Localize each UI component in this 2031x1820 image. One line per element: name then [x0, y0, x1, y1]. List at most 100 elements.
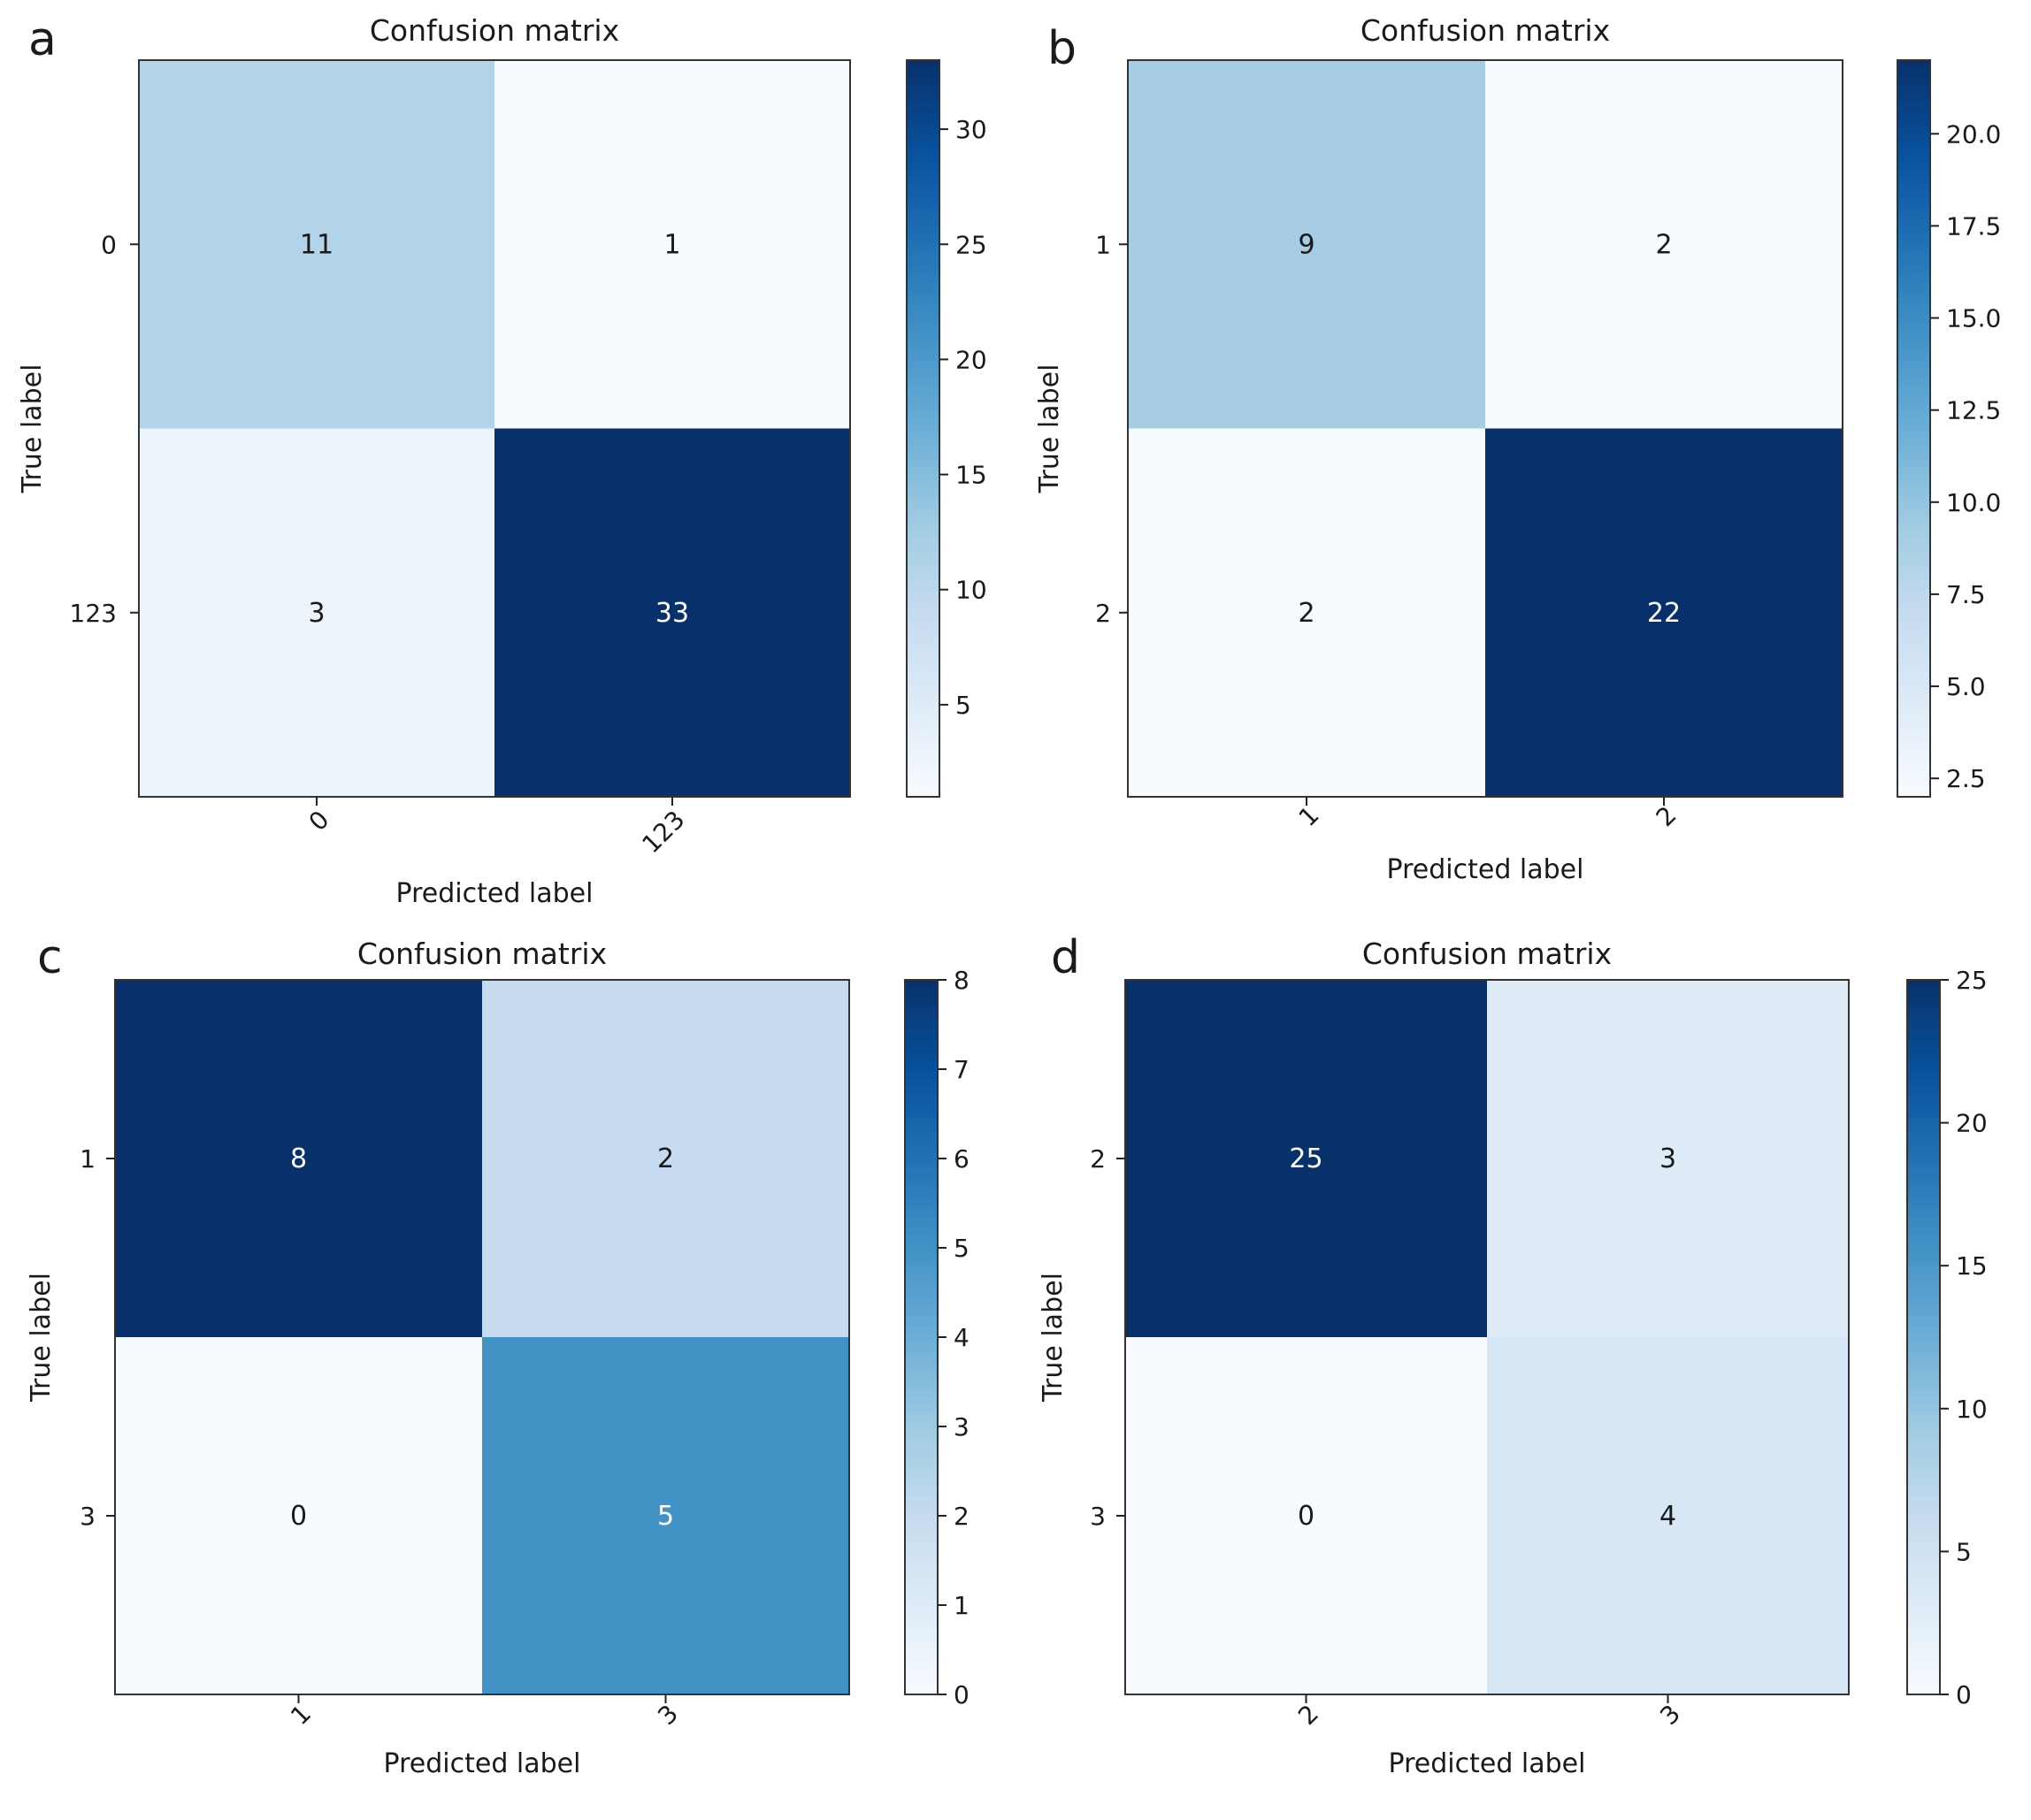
heatmap-cell-0-0	[1125, 980, 1487, 1337]
panel-letter: d	[1051, 931, 1080, 984]
y-axis-label: True label	[26, 1273, 57, 1403]
cell-value-0-0: 11	[300, 229, 333, 260]
colorbar-tick-label-5: 30	[955, 115, 987, 144]
heatmap-cell-1-1	[1487, 1337, 1849, 1694]
y-tick-label-1: 2	[1095, 599, 1111, 628]
cell-value-1-1: 5	[657, 1501, 674, 1532]
x-tick-label-0: 0	[303, 805, 335, 837]
y-tick-label-1: 123	[70, 599, 117, 628]
heatmap-cell-0-1	[1485, 60, 1843, 429]
colorbar-ticks: 2.5 5.0 7.5 10.0 12.5 15.0 17.5 20.0	[1930, 119, 2001, 793]
cell-value-1-0: 0	[1298, 1501, 1314, 1532]
x-axis-label: Predicted label	[1389, 1748, 1586, 1779]
y-axis-label: True label	[1038, 1273, 1069, 1403]
colorbar-tick-label-2: 10	[1956, 1395, 1988, 1424]
x-axis-label: Predicted label	[384, 1748, 581, 1779]
panel-letter: b	[1047, 22, 1077, 75]
colorbar-tick-label-5: 25	[1956, 966, 1988, 995]
colorbar-ticks: 5 10 15 20 25 30	[939, 115, 987, 720]
panel-d: d Confusion matrix 25 3 0 4 2 3 2 3 Predicted labe…	[1016, 923, 2031, 1820]
colorbar-tick-label-8: 8	[954, 966, 970, 995]
heatmap-cell-1-0	[1128, 428, 1485, 797]
x-tick-label-0: 1	[1293, 800, 1325, 832]
y-tick-label-0: 0	[101, 230, 117, 259]
colorbar-tick-label-0: 2.5	[1946, 764, 1986, 793]
y-axis-ticks: 12	[1095, 230, 1128, 628]
panel-a: a Confusion matrix 11 1 3 33 0 123 0 123 Predicted…	[0, 0, 1016, 909]
x-tick-label-1: 123	[636, 805, 690, 859]
heatmap-cells	[1128, 60, 1843, 797]
plot-frame	[138, 59, 851, 798]
colorbar-tick-label-3: 3	[954, 1412, 970, 1441]
colorbar-tick-label-5: 15.0	[1946, 304, 2001, 333]
chart-title: Confusion matrix	[1360, 13, 1610, 48]
y-axis-label: True label	[1034, 364, 1065, 494]
colorbar-tick-label-6: 17.5	[1946, 211, 2001, 241]
cell-value-1-0: 3	[308, 598, 325, 629]
x-axis-label: Predicted label	[396, 878, 594, 909]
cell-value-0-1: 2	[657, 1143, 674, 1174]
y-tick-label-0: 1	[80, 1144, 96, 1174]
colorbar-tick-label-2: 2	[954, 1502, 970, 1531]
colorbar-tick-label-2: 7.5	[1946, 580, 1986, 609]
chart-title: Confusion matrix	[370, 13, 619, 48]
cell-value-0-0: 8	[290, 1143, 307, 1174]
cell-value-0-0: 25	[1289, 1143, 1322, 1174]
colorbar-tick-label-1: 5.0	[1946, 672, 1986, 701]
cell-value-0-1: 2	[1655, 229, 1672, 260]
x-tick-label-0: 1	[285, 1699, 317, 1731]
heatmap-cell-0-0	[115, 980, 482, 1337]
colorbar-ticks: 0 1 2 3 4 5 6 7 8	[938, 966, 970, 1709]
heatmap-cell-0-0	[139, 60, 494, 429]
cell-value-labels: 11 13 33	[300, 229, 689, 629]
colorbar	[1906, 979, 1941, 1695]
heatmap-cells	[1125, 980, 1849, 1694]
x-axis-label: Predicted label	[1387, 854, 1584, 885]
y-tick-label-0: 2	[1090, 1144, 1106, 1174]
colorbar-tick-label-3: 15	[1956, 1251, 1988, 1281]
colorbar-tick-label-6: 6	[954, 1144, 970, 1174]
colorbar-tick-label-0: 0	[1956, 1680, 1972, 1709]
y-tick-label-1: 3	[80, 1502, 96, 1531]
cell-value-1-0: 2	[1298, 598, 1314, 629]
colorbar-tick-label-3: 10.0	[1946, 488, 2001, 517]
plot-frame	[1127, 59, 1843, 798]
cell-value-0-1: 1	[663, 229, 680, 260]
y-tick-label-0: 1	[1095, 230, 1111, 259]
heatmap-cells	[139, 60, 850, 797]
y-tick-label-1: 3	[1090, 1502, 1106, 1531]
colorbar-tick-label-0: 0	[954, 1680, 970, 1709]
y-axis-ticks: 13	[80, 1144, 115, 1531]
colorbar-tick-label-1: 5	[1956, 1537, 1972, 1566]
colorbar-tick-label-1: 1	[954, 1591, 970, 1620]
y-axis-ticks: 23	[1090, 1144, 1125, 1531]
cell-value-labels: 9 22 22	[1298, 229, 1681, 629]
cell-value-0-1: 3	[1659, 1143, 1676, 1174]
colorbar-tick-label-4: 25	[955, 230, 987, 259]
chart-title: Confusion matrix	[357, 937, 607, 971]
x-tick-label-1: 3	[1654, 1699, 1686, 1731]
colorbar-tick-label-7: 7	[954, 1055, 970, 1084]
colorbar-tick-label-0: 5	[955, 691, 971, 720]
cell-value-1-1: 33	[655, 598, 689, 629]
y-axis-label: True label	[17, 364, 48, 494]
heatmap-cell-0-1	[482, 980, 849, 1337]
plot-frame	[114, 979, 850, 1695]
colorbar-tick-label-4: 4	[954, 1323, 970, 1352]
heatmap-cell-0-1	[1487, 980, 1849, 1337]
x-tick-label-0: 2	[1292, 1699, 1324, 1731]
x-axis-ticks: 0 123	[303, 797, 691, 859]
colorbar-tick-label-4: 20	[1956, 1109, 1988, 1138]
heatmap-cell-1-1	[482, 1337, 849, 1694]
plot-frame	[1124, 979, 1850, 1695]
colorbar-tick-label-5: 5	[954, 1234, 970, 1263]
cell-value-labels: 8 2 0 5	[290, 1143, 674, 1532]
heatmap-cell-1-0	[115, 1337, 482, 1694]
heatmap-cell-1-0	[139, 428, 494, 797]
